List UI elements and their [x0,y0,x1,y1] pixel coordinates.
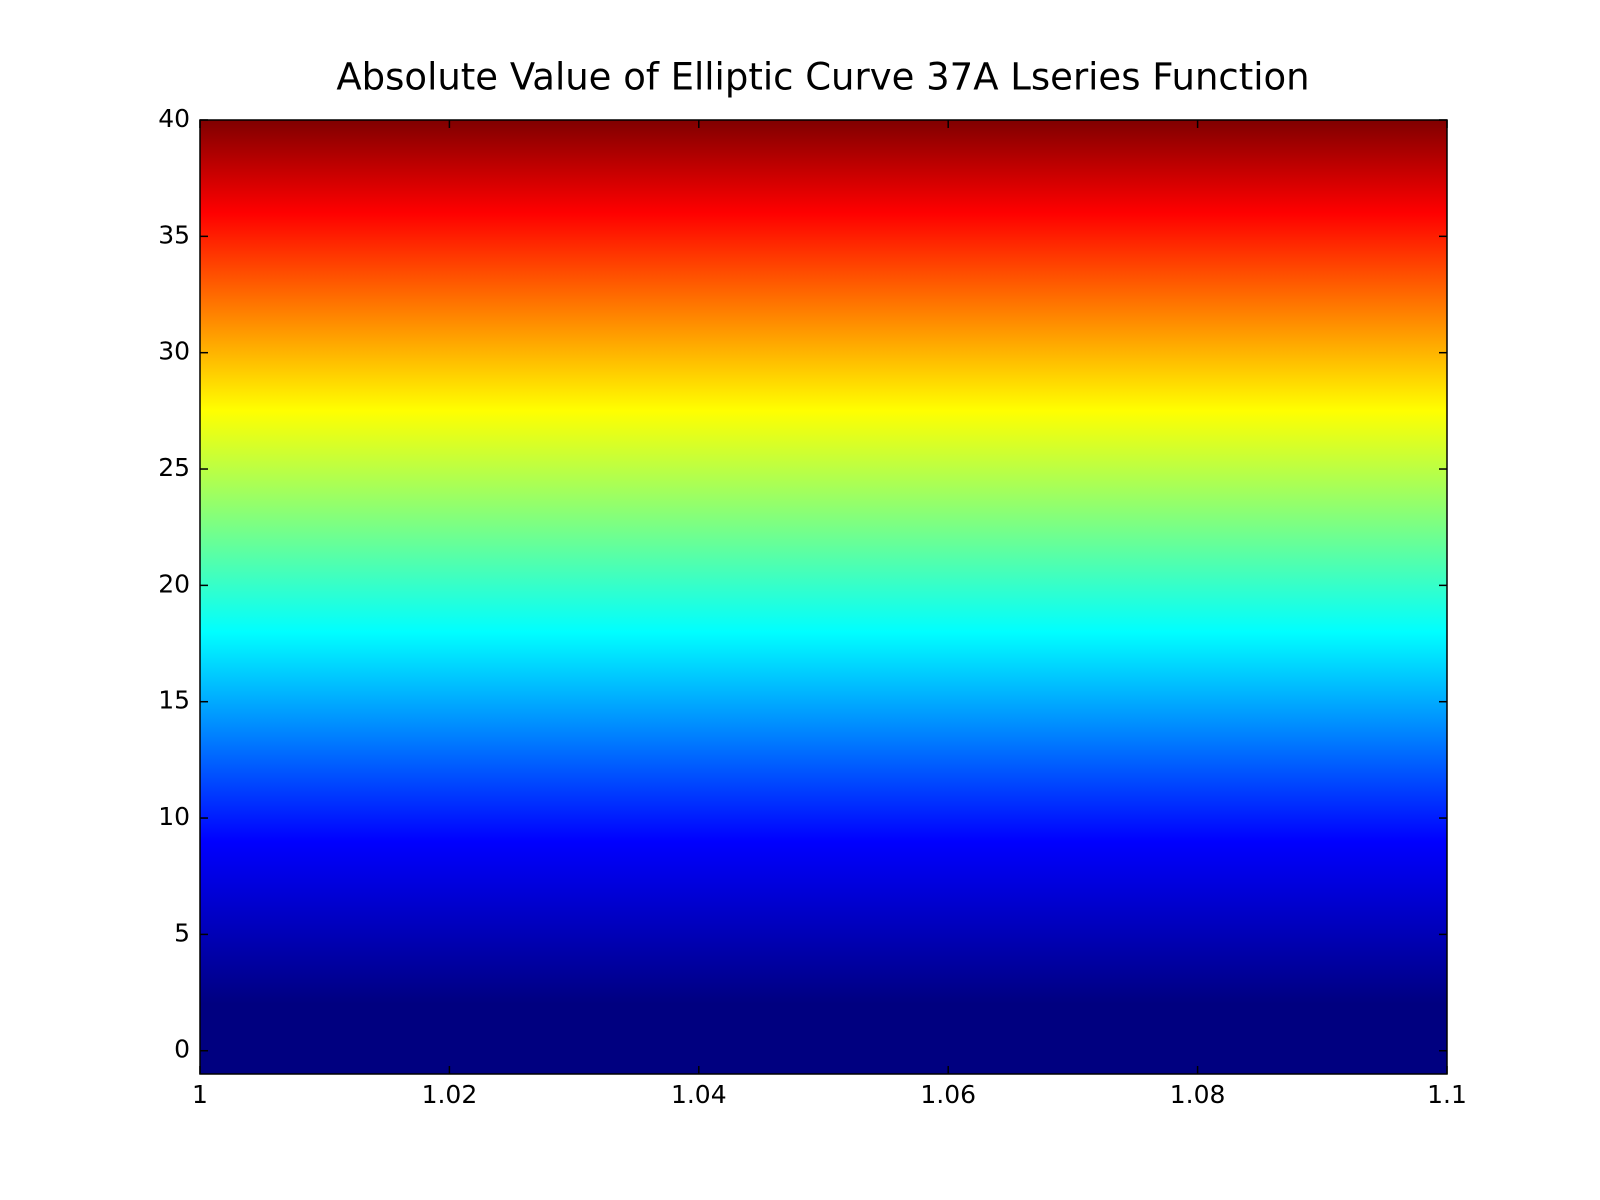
y-tick-label: 0 [174,1035,190,1064]
x-tick-label: 1 [192,1080,208,1109]
y-tick-label: 5 [174,918,190,947]
x-tick-label: 1.02 [422,1080,478,1109]
y-tick-label: 25 [158,453,190,482]
y-tick-label: 30 [158,337,190,366]
y-tick-label: 20 [158,569,190,598]
heatmap-image [200,120,1447,1074]
axes-frame [199,119,1448,1075]
x-tick-label: 1.08 [1170,1080,1226,1109]
y-tick-label: 40 [158,104,190,133]
y-tick-label: 10 [158,802,190,831]
x-tick-label: 1.04 [671,1080,727,1109]
chart-title: Absolute Value of Elliptic Curve 37A Lse… [336,56,1309,99]
x-tick-label: 1.06 [920,1080,976,1109]
x-tick-label: 1.1 [1427,1080,1467,1109]
y-tick-label: 35 [158,220,190,249]
y-tick-label: 15 [158,686,190,715]
